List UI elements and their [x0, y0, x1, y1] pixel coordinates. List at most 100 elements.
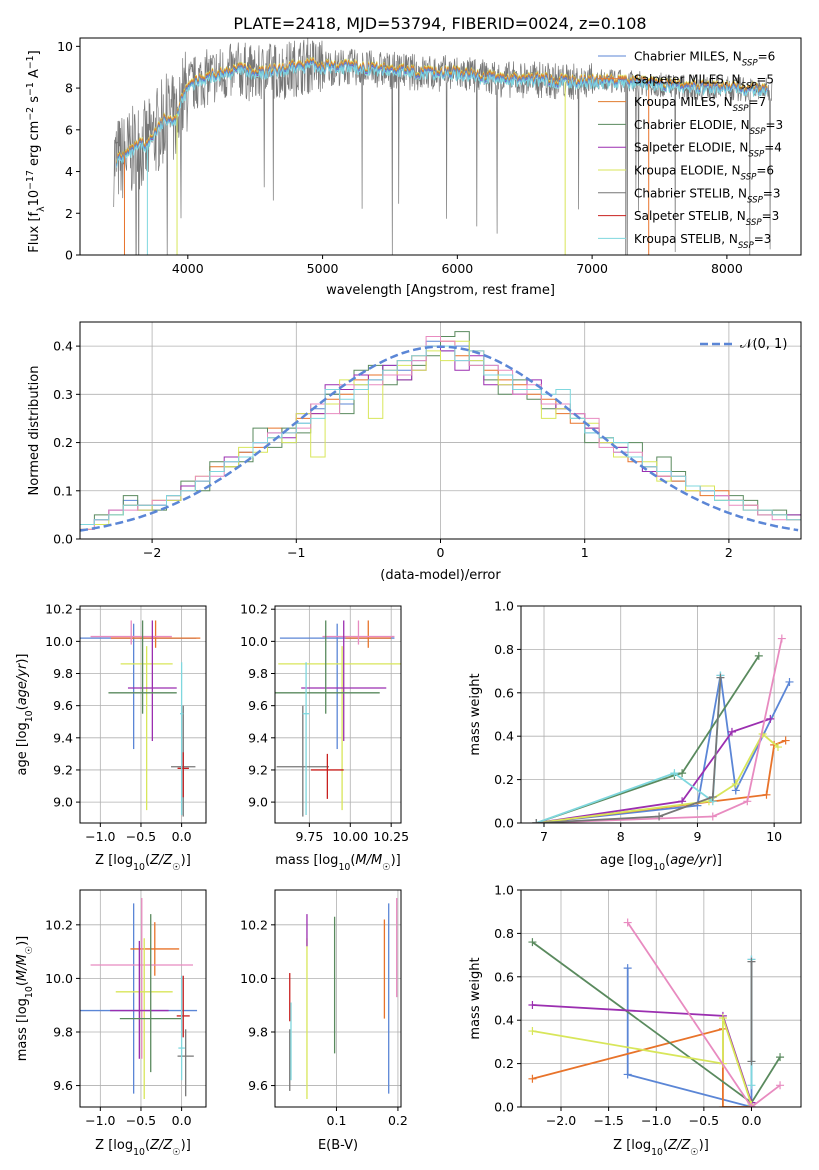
y-axis-label: Flux [fλ10−17 erg cm−2 s−1 A−1] — [25, 50, 47, 252]
axes-frame — [79, 889, 207, 1108]
weight-marker — [747, 1103, 756, 1107]
weight-marker — [747, 957, 756, 966]
weight-marker — [747, 1057, 756, 1066]
y-tick-label: 1.0 — [494, 883, 514, 898]
y-tick-label: 9.0 — [53, 795, 73, 810]
spectrum-panel: 4000 5000 6000 7000 8000 0 2 4 6 8 10 wavelength [A… — [25, 37, 802, 298]
weight-marker — [754, 651, 763, 660]
y-tick-label: 9.0 — [248, 795, 268, 810]
x-tick-label: 0.0 — [172, 1113, 192, 1128]
weight-line — [532, 1017, 753, 1106]
y-tick-label: 10.0 — [45, 971, 73, 986]
y-tick-label: 0.0 — [494, 816, 514, 831]
axes-frame — [274, 889, 402, 1108]
x-tick-label: 7000 — [576, 261, 608, 276]
y-tick-label: 10.0 — [45, 634, 73, 649]
plot-area — [289, 898, 398, 1099]
x-axis-label: E(B-V) — [318, 1138, 358, 1153]
x-tick-label: −2 — [143, 545, 161, 560]
x-axis-label: wavelength [Angstrom, rest frame] — [326, 283, 555, 298]
y-tick-label: 0.4 — [494, 729, 514, 744]
y-tick-label: 10.2 — [45, 602, 73, 617]
y-tick-label: 9.8 — [53, 666, 73, 681]
y-tick-label: 9.4 — [53, 730, 73, 745]
normal-distribution-curve — [80, 345, 799, 532]
weight-marker — [708, 792, 717, 801]
x-tick-label: 5000 — [307, 261, 339, 276]
x-axis-label: (data-model)/error — [380, 568, 501, 583]
y-tick-label: 9.6 — [53, 1078, 73, 1093]
y-axis-label: mass weight — [468, 673, 483, 755]
axes-frame — [79, 37, 802, 256]
x-tick-label: −2.0 — [546, 1113, 576, 1128]
y-tick-label: 10.2 — [45, 917, 73, 932]
y-axis-label: Normed distribution — [27, 366, 42, 496]
x-tick-label: −1.0 — [85, 1113, 115, 1128]
y-axis-label: mass weight — [468, 957, 483, 1039]
weight-marker — [718, 1014, 727, 1023]
weight-marker — [773, 743, 782, 752]
y-tick-label: 9.8 — [248, 666, 268, 681]
y-tick-label: 1.0 — [494, 599, 514, 614]
axes-frame — [520, 605, 802, 824]
residuals-panel: −2 −1 0 1 2 0.0 0.1 0.2 0.3 0.4 𝒩(0, 1) (data-model… — [27, 321, 802, 583]
plot-area — [532, 634, 794, 823]
y-tick-label: 0.2 — [494, 1056, 514, 1071]
y-tick-label: 0.8 — [494, 926, 514, 941]
weight-line — [535, 675, 722, 823]
x-tick-label: −1 — [287, 545, 305, 560]
y-tick-label: 0.1 — [53, 483, 73, 498]
plot-area — [80, 620, 201, 817]
weight-vs-age-panel: 7 8 9 10 0.0 0.2 0.4 0.6 0.8 1.0 age [log10(age/yr… — [468, 599, 802, 873]
x-tick-label: 1 — [581, 545, 589, 560]
weight-marker — [727, 727, 736, 736]
x-tick-label: 0.0 — [742, 1113, 762, 1128]
y-tick-label: 0.4 — [53, 339, 73, 354]
mass-vs-metallicity-panel: −1.0 −0.5 0.0 9.6 9.8 10.0 10.2 Z [log10(Z/Z☉)]… — [15, 889, 207, 1158]
x-tick-label: −1.5 — [593, 1113, 623, 1128]
x-tick-label: −1.0 — [85, 829, 115, 844]
legend-label: 𝒩(0, 1) — [740, 337, 787, 352]
model-spectrum-line — [115, 61, 768, 168]
weight-marker — [747, 1081, 756, 1090]
weight-line — [626, 921, 781, 1107]
y-tick-label: 9.6 — [53, 698, 73, 713]
weight-marker — [623, 918, 632, 927]
legend-label: Chabrier STELIB, NSSP=3 — [634, 186, 781, 205]
y-axis-label: age [log10(age/yr)] — [15, 653, 35, 775]
y-axis-label: mass [log10(M/M☉)] — [15, 936, 35, 1062]
axes-frame — [274, 605, 402, 824]
weight-marker — [762, 790, 771, 799]
plot-area — [80, 898, 198, 1099]
weight-marker — [670, 769, 679, 778]
chart-title: PLATE=2418, MJD=53794, FIBERID=0024, z=0… — [233, 14, 646, 33]
weight-marker — [528, 1074, 537, 1083]
weight-marker — [623, 964, 632, 973]
legend-label: Chabrier ELODIE, NSSP=3 — [634, 118, 783, 137]
plot-area — [113, 38, 773, 255]
y-tick-label: 10.2 — [240, 602, 268, 617]
plot-area — [80, 331, 801, 539]
y-tick-label: 0.4 — [494, 1013, 514, 1028]
weight-line — [536, 677, 722, 823]
weight-marker — [718, 1103, 727, 1107]
x-tick-label: 8000 — [711, 261, 743, 276]
y-tick-label: 0.6 — [494, 969, 514, 984]
x-tick-label: 2 — [725, 545, 733, 560]
x-tick-label: 4000 — [172, 261, 204, 276]
y-tick-label: 0 — [65, 248, 73, 263]
legend-label: Chabrier MILES, NSSP=6 — [634, 50, 775, 69]
x-tick-label: 9 — [693, 829, 701, 844]
x-tick-label: −0.5 — [689, 1113, 719, 1128]
legend-label: Kroupa ELODIE, NSSP=6 — [634, 164, 774, 183]
weight-marker — [528, 1001, 537, 1010]
weight-line — [532, 1027, 752, 1107]
y-tick-label: 9.6 — [248, 1078, 268, 1093]
x-tick-label: −0.5 — [126, 1113, 156, 1128]
y-tick-label: 10.0 — [240, 971, 268, 986]
y-tick-label: 0.2 — [53, 435, 73, 450]
y-tick-label: 6 — [65, 122, 73, 137]
weight-marker — [776, 1081, 785, 1090]
weight-line — [536, 717, 771, 823]
